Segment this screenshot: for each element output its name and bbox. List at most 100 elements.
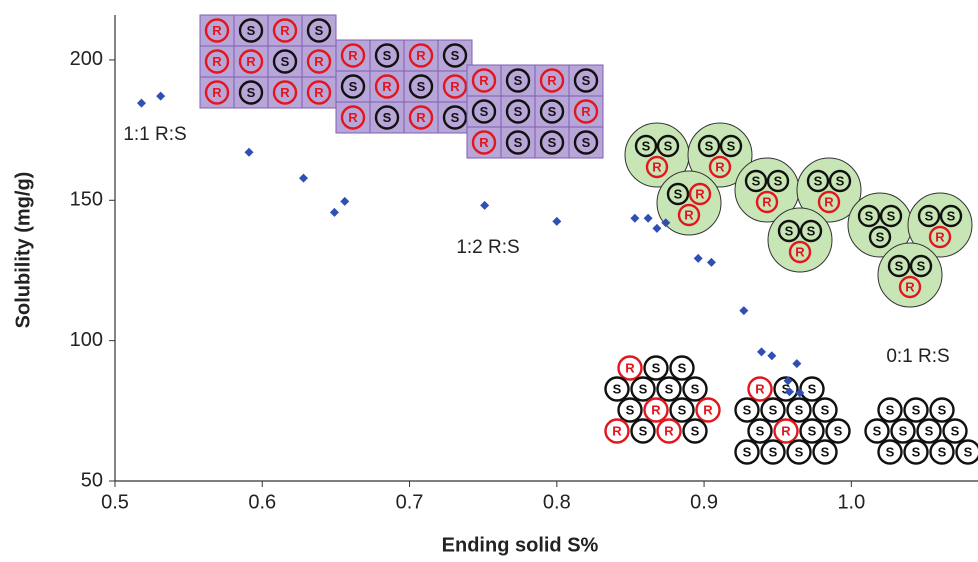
molecule-letter: S xyxy=(964,444,973,459)
molecule-letter: S xyxy=(451,110,460,125)
molecule-letter: S xyxy=(795,444,804,459)
molecule-letter: S xyxy=(925,208,934,223)
molecule-letter: S xyxy=(639,381,648,396)
chart: Ending solid S% Solubility (mg/g) 50 100 1… xyxy=(0,0,978,557)
molecule-letter: R xyxy=(651,402,661,417)
annotation: 1:2 R:S xyxy=(456,237,519,258)
point xyxy=(299,174,308,183)
molecule-letter: S xyxy=(582,135,591,150)
point xyxy=(137,99,146,108)
molecule-letter: R xyxy=(905,279,915,294)
point xyxy=(552,217,561,226)
molecule-letter: S xyxy=(808,381,817,396)
molecule-letter: R xyxy=(212,23,222,38)
y-tick-label: 200 xyxy=(70,48,103,70)
molecule-letter: S xyxy=(785,223,794,238)
molecule-letter: R xyxy=(314,54,324,69)
molecule-letter: S xyxy=(917,258,926,273)
molecule-letter: S xyxy=(383,48,392,63)
point xyxy=(739,306,748,315)
molecule-letter: S xyxy=(514,73,523,88)
molecule-letter: R xyxy=(715,159,725,174)
molecule-letter: R xyxy=(581,104,591,119)
molecule-letter: R xyxy=(824,194,834,209)
y-tick-label: 100 xyxy=(70,329,103,351)
molecule-letter: S xyxy=(678,402,687,417)
molecule-letter: S xyxy=(451,48,460,63)
molecule-letter: R xyxy=(684,207,694,222)
molecule-letter: S xyxy=(247,85,256,100)
molecule-letter: S xyxy=(642,138,651,153)
molecule-letter: S xyxy=(315,23,324,38)
molecule-letter: S xyxy=(349,79,358,94)
molecule-letter: S xyxy=(665,381,674,396)
molecule-letter: S xyxy=(865,208,874,223)
molecule-letter: S xyxy=(912,402,921,417)
molecule-letter: R xyxy=(652,159,662,174)
molecule-letter: R xyxy=(348,110,358,125)
molecule-letter: S xyxy=(743,444,752,459)
molecule-letter: S xyxy=(821,444,830,459)
y-tick-label: 50 xyxy=(81,469,103,491)
molecule-letter: S xyxy=(834,423,843,438)
x-axis-title: Ending solid S% xyxy=(442,534,599,556)
annotation: 1:1 R:S xyxy=(123,124,186,145)
molecule-letter: S xyxy=(899,423,908,438)
molecule-letter: R xyxy=(382,79,392,94)
molecule-letter: S xyxy=(652,360,661,375)
molecule-letter: S xyxy=(769,402,778,417)
molecule-letter: S xyxy=(951,423,960,438)
molecule-letter: R xyxy=(479,135,489,150)
molecule-letter: S xyxy=(743,402,752,417)
molecule-letter: R xyxy=(664,423,674,438)
molecule-letter: R xyxy=(479,73,489,88)
molecule-letter: R xyxy=(246,54,256,69)
point xyxy=(767,351,776,360)
molecule-letter: S xyxy=(808,423,817,438)
x-tick-label: 0.7 xyxy=(396,491,424,513)
x-tick-label: 0.6 xyxy=(248,491,276,513)
molecule-letter: S xyxy=(548,104,557,119)
point xyxy=(792,359,801,368)
molecule-letter: R xyxy=(416,110,426,125)
molecule-letter: S xyxy=(582,73,591,88)
point xyxy=(156,92,165,101)
molecule-letter: S xyxy=(691,423,700,438)
molecule-letter: S xyxy=(247,23,256,38)
y-axis-title: Solubility (mg/g) xyxy=(12,172,34,329)
point xyxy=(330,208,339,217)
point xyxy=(694,254,703,263)
molecule-letter: S xyxy=(674,186,683,201)
molecule-letter: S xyxy=(281,54,290,69)
x-tick-label: 1.0 xyxy=(837,491,865,513)
molecule-letter: S xyxy=(514,135,523,150)
molecule-letter: R xyxy=(755,381,765,396)
point xyxy=(630,214,639,223)
molecule-letter: S xyxy=(925,423,934,438)
molecule-letter: R xyxy=(795,244,805,259)
molecule-letter: S xyxy=(873,423,882,438)
point xyxy=(480,201,489,210)
molecule-letter: S xyxy=(417,79,426,94)
molecule-letter: S xyxy=(895,258,904,273)
molecule-letter: S xyxy=(807,223,816,238)
molecule-letter: S xyxy=(774,173,783,188)
molecule-letter: R xyxy=(612,423,622,438)
molecule-letter: S xyxy=(795,402,804,417)
molecule-letter: S xyxy=(886,402,895,417)
molecule-letter: S xyxy=(613,381,622,396)
molecule-letter: S xyxy=(912,444,921,459)
molecule-letter: S xyxy=(769,444,778,459)
molecule-letter: S xyxy=(752,173,761,188)
molecule-letter: S xyxy=(876,229,885,244)
molecule-letter: R xyxy=(348,48,358,63)
molecule-letter: S xyxy=(691,381,700,396)
point xyxy=(707,258,716,267)
molecule-letter: S xyxy=(678,360,687,375)
molecule-letter: S xyxy=(886,444,895,459)
molecule-letter: S xyxy=(756,423,765,438)
molecule-letter: S xyxy=(727,138,736,153)
molecule-letter: S xyxy=(514,104,523,119)
point xyxy=(245,148,254,157)
molecule-letter: R xyxy=(762,194,772,209)
